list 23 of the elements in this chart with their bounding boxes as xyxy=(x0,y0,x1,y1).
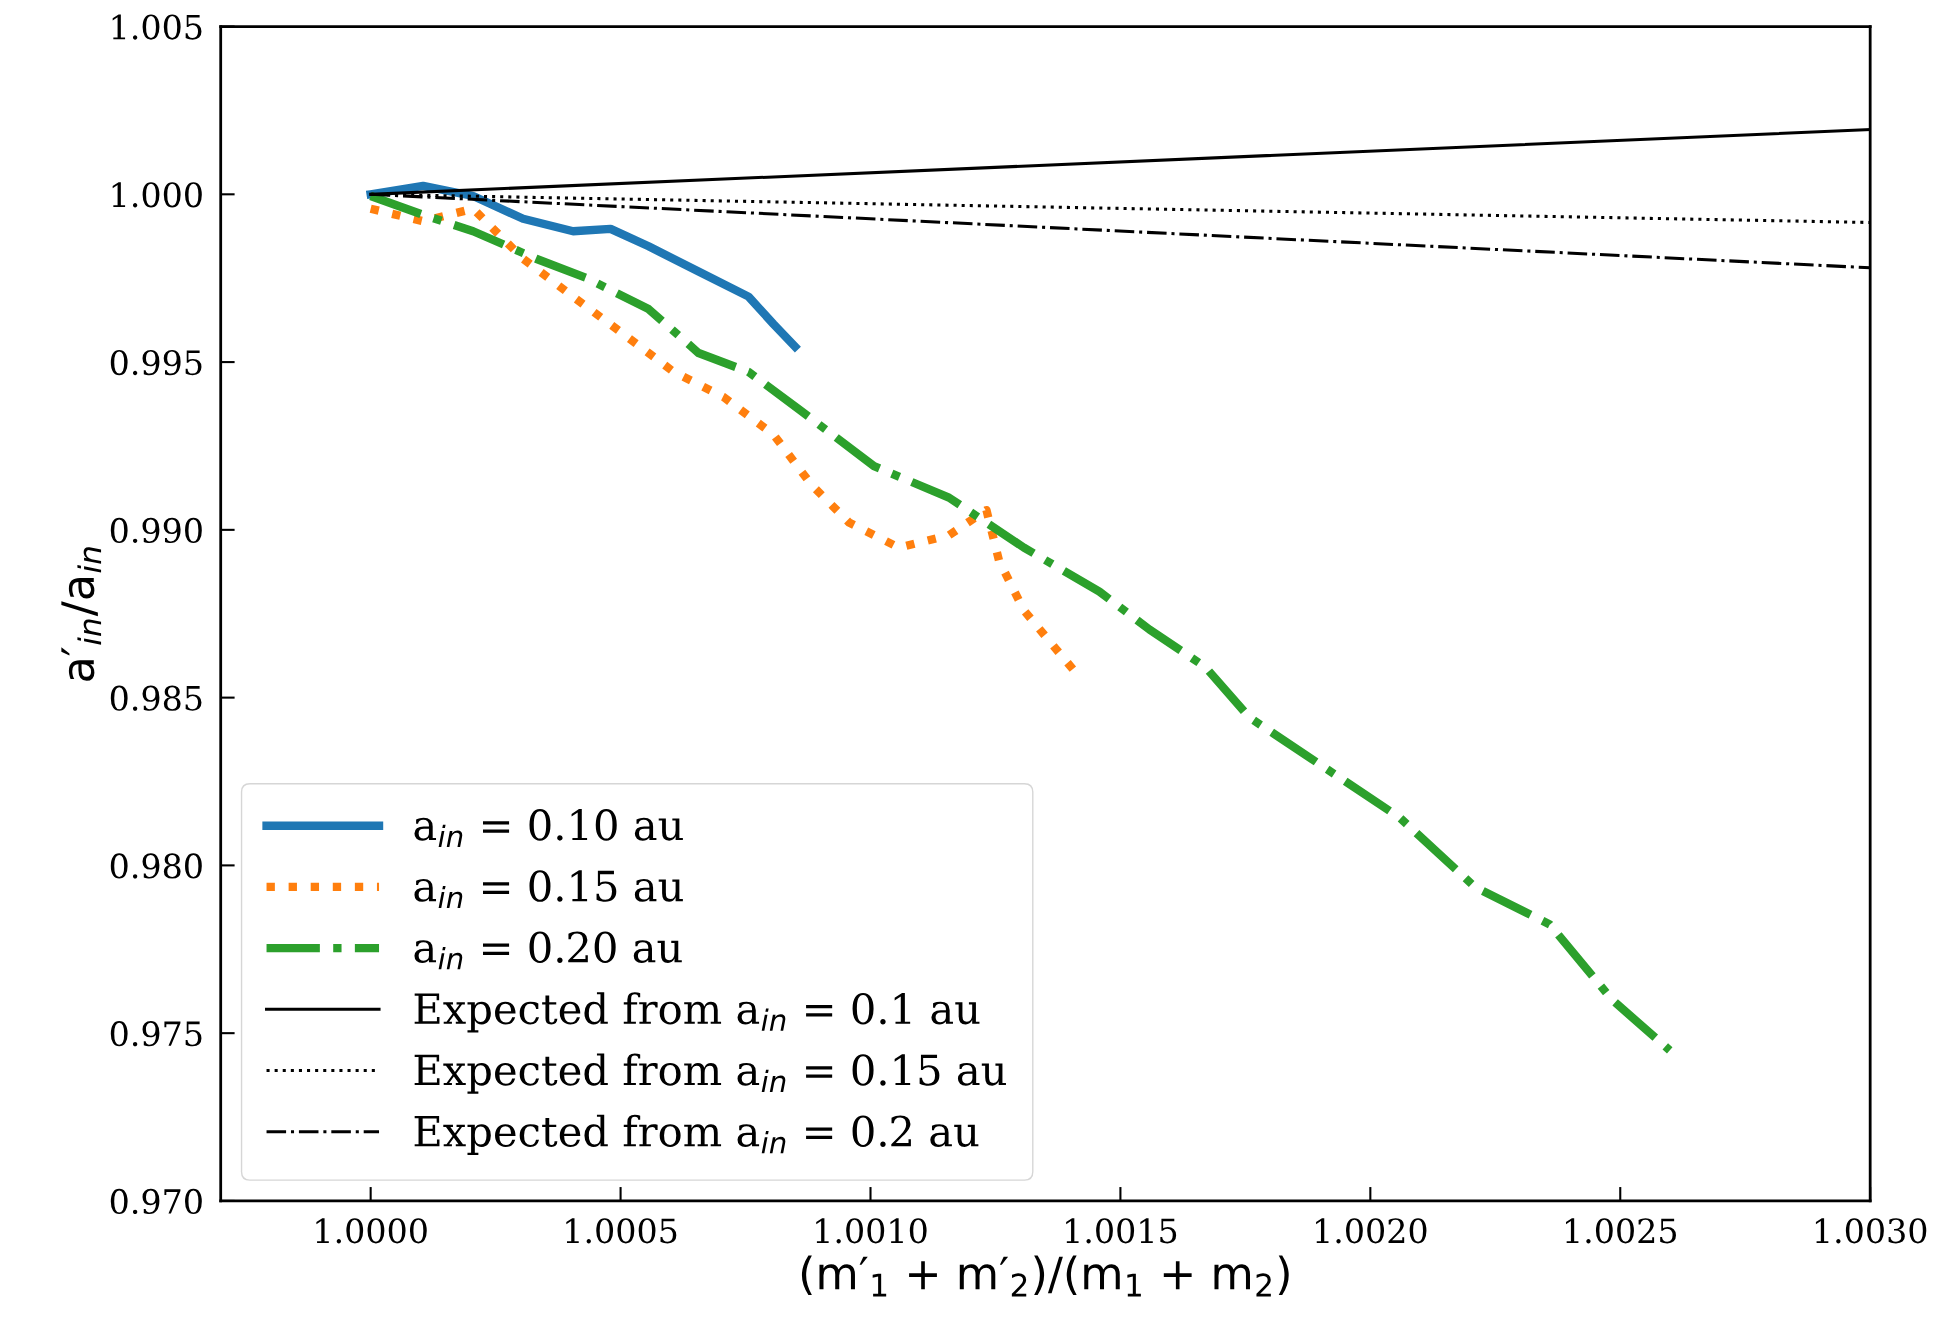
y-tick-label: 0.970 xyxy=(110,1188,202,1215)
x-tick-label: 1.0000 xyxy=(316,1218,427,1244)
y-tick-label: 1.005 xyxy=(112,14,202,40)
y-tick-label: 0.990 xyxy=(110,517,202,543)
x-tick-label: 1.0015 xyxy=(1066,1218,1177,1244)
legend-label: Expected from a$_{in}$ = 0.1 au xyxy=(414,992,980,1033)
legend-label: Expected from a$_{in}$ = 0.15 au xyxy=(414,1053,1006,1094)
y-tick-label: 0.995 xyxy=(110,350,202,376)
x-tick-label: 1.0020 xyxy=(1316,1218,1427,1244)
y-axis-title: a′$_{in}$/a$_{in}$ xyxy=(61,547,102,681)
text: (m′$_{1}$ + m′$_{2}$)/(m$_{1}$ + m$_{2}$) xyxy=(801,1255,1289,1297)
y-tick-label: 0.985 xyxy=(110,685,202,711)
legend-label: Expected from a$_{in}$ = 0.2 au xyxy=(414,1114,979,1156)
legend-label: a$_{in}$ = 0.10 au xyxy=(414,809,683,847)
x-tick-label: 1.0010 xyxy=(816,1218,927,1244)
x-tick-label: 1.0025 xyxy=(1566,1218,1676,1244)
x-tick-label: 1.0005 xyxy=(566,1218,677,1244)
y-tick-label: 1.000 xyxy=(112,182,202,208)
y-tick-label: 0.975 xyxy=(110,1021,202,1047)
y-tick-label: 0.980 xyxy=(110,853,202,879)
x-tick-label: 1.0030 xyxy=(1815,1218,1927,1244)
legend-label: a$_{in}$ = 0.20 au xyxy=(414,931,682,970)
legend-label: a$_{in}$ = 0.15 au xyxy=(414,870,683,909)
